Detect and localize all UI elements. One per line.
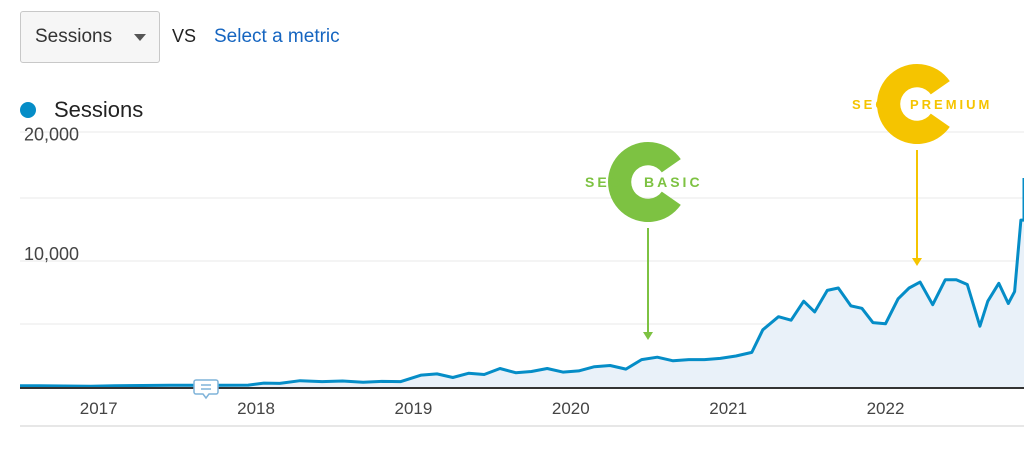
seo-label: SEO — [585, 174, 624, 190]
vs-label: VS — [172, 26, 197, 46]
x-tick-label: 2021 — [709, 399, 747, 418]
arrow-head-icon — [643, 332, 653, 340]
metric-select-value: Sessions — [35, 26, 113, 47]
seo-badge-premium: SEO PREMIUM — [852, 63, 992, 266]
series-line — [20, 178, 1024, 388]
series-area — [20, 220, 1024, 387]
comment-icon[interactable] — [193, 379, 219, 400]
y-axis-ticks: 20,000 10,000 — [24, 125, 79, 264]
seo-c-logo-icon — [877, 63, 950, 144]
chart-grid — [20, 131, 1024, 325]
x-tick-label: 2020 — [552, 399, 590, 418]
chart-annotations: SEO BASIC SEO PREMIUM — [585, 63, 992, 340]
seo-c-logo-icon — [608, 142, 681, 223]
x-tick-label: 2018 — [237, 399, 275, 418]
chart-area-layer — [20, 178, 1024, 427]
x-tick-label: 2017 — [80, 399, 118, 418]
legend-dot-icon — [20, 102, 36, 118]
x-tick-label: 2022 — [867, 399, 905, 418]
metric-select[interactable]: Sessions — [20, 11, 160, 63]
badge-label: PREMIUM — [910, 97, 992, 112]
badge-label: BASIC — [644, 174, 703, 190]
select-metric-link[interactable]: Select a metric — [214, 26, 340, 47]
x-tick-label: 2019 — [395, 399, 433, 418]
seo-badge-basic: SEO BASIC — [585, 142, 703, 340]
x-axis-ticks: 2017 2018 2019 2020 2021 2022 — [80, 399, 905, 418]
chart-legend: Sessions — [20, 97, 143, 123]
y-tick-label: 10,000 — [24, 244, 79, 264]
arrow-head-icon — [912, 258, 922, 266]
legend-label: Sessions — [54, 97, 144, 122]
chevron-down-icon[interactable] — [134, 34, 146, 41]
seo-label: SEO — [852, 97, 888, 112]
y-tick-label: 20,000 — [24, 125, 79, 145]
